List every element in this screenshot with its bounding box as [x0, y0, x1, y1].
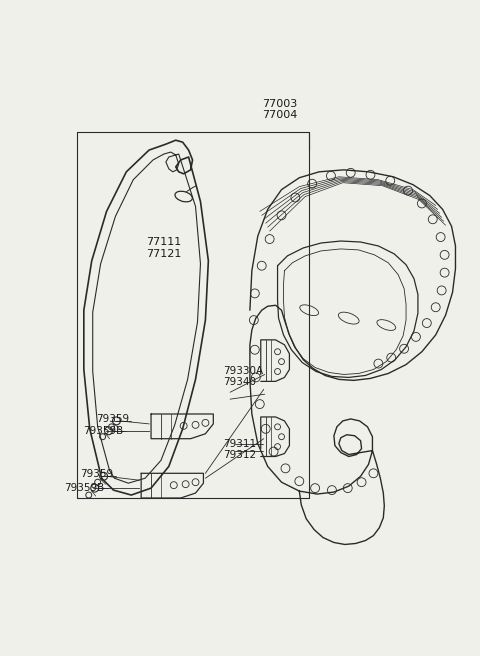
Text: 79359B: 79359B: [64, 483, 105, 493]
Text: 79359B: 79359B: [83, 426, 123, 436]
Text: 79330A
79340: 79330A 79340: [223, 366, 264, 387]
Text: 79311
79312: 79311 79312: [223, 439, 256, 460]
Text: 77003
77004: 77003 77004: [262, 99, 297, 121]
Text: 77111
77121: 77111 77121: [146, 237, 181, 258]
Text: 79359: 79359: [80, 469, 113, 480]
Text: 79359: 79359: [96, 414, 129, 424]
